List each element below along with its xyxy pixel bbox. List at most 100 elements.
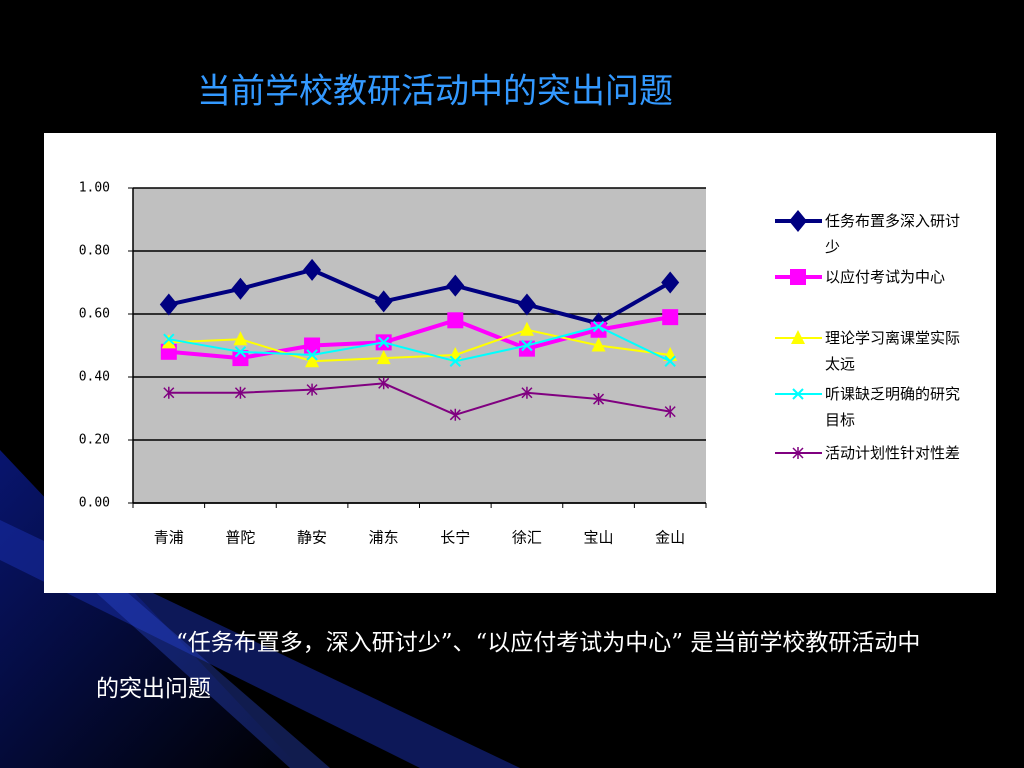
x-tick-label: 浦东 [369,529,399,547]
marker-shape [661,271,680,294]
marker [790,269,806,285]
marker [664,355,676,367]
marker-shape [662,309,679,326]
x-tick-label: 金山 [655,529,685,547]
y-tick-label: 0.80 [79,244,110,259]
marker [305,353,320,368]
marker [304,337,321,354]
marker [447,312,464,329]
marker-shape [163,386,175,399]
marker-shape [163,333,175,345]
marker-shape [234,386,246,399]
legend-label: 理论学习离课堂实际太远 [825,329,961,373]
marker-shape [449,408,461,421]
marker-shape [306,349,318,361]
marker [159,293,178,316]
marker [234,346,247,358]
marker-shape [447,312,464,329]
marker [232,350,249,367]
marker [519,321,534,336]
series-line [168,325,671,363]
marker [664,405,676,418]
marker-shape [592,320,605,333]
marker-shape [449,355,462,367]
marker [590,321,607,338]
marker [789,210,807,232]
marker-shape [376,350,391,365]
marker [591,337,606,352]
marker [661,271,680,294]
marker [449,408,461,421]
y-tick-label: 0.60 [79,307,110,322]
legend-label: 任务布置多深入研讨少 [825,212,961,256]
marker [446,274,465,297]
marker-shape [231,277,250,300]
marker [231,277,250,300]
x-tick-label: 徐汇 [512,529,542,547]
marker-shape [305,353,320,368]
marker-shape [519,321,534,336]
marker [662,309,679,326]
marker-shape [792,447,804,459]
x-tick-label: 青浦 [154,529,184,547]
series-line [168,328,671,363]
marker-shape [159,293,178,316]
marker-shape [521,339,533,352]
series-line [168,267,672,326]
marker [592,320,605,333]
marker-shape [161,334,176,349]
marker [792,388,804,400]
marker-shape [791,330,805,344]
marker-shape [378,377,390,390]
marker-shape [232,350,249,367]
marker-shape [517,293,536,316]
marker [377,336,390,349]
y-tick-label: 1.00 [79,181,110,196]
marker [376,350,391,365]
x-tick-label: 静安 [297,529,327,547]
marker [234,386,246,399]
marker [306,383,318,396]
marker [378,377,390,390]
marker [792,447,804,459]
x-tick-label: 长宁 [440,529,470,547]
marker-shape [374,290,393,313]
marker [521,339,533,352]
plot-area [133,188,706,503]
marker [306,349,318,361]
x-tick-label: 宝山 [584,529,614,547]
y-tick-label: 0.20 [79,433,110,448]
marker-shape [233,331,248,346]
y-tick-label: 0.00 [79,496,110,511]
marker [449,355,462,367]
series-line [168,382,671,416]
marker-shape [590,321,607,338]
marker [163,333,175,345]
caption: “任务布置多，深入研讨少”、“以应付考试为中心” 是当前学校教研活动中的突出问题 [96,630,921,702]
series-line [168,315,671,361]
marker-shape [664,355,676,367]
marker-shape [377,336,390,349]
marker-shape [306,383,318,396]
marker-shape [792,388,804,400]
marker [593,393,605,406]
marker [791,330,805,344]
marker [303,258,322,281]
legend-label: 听课缺乏明确的研究目标 [825,385,961,429]
bg-streak [60,560,330,768]
marker-shape [234,346,247,358]
marker-shape [664,405,676,418]
marker-shape [304,337,321,354]
x-tick-label: 普陀 [225,529,255,547]
marker-shape [591,337,606,352]
marker [517,293,536,316]
marker-shape [789,210,807,232]
legend-label: 活动计划性针对性差 [825,444,961,462]
marker [233,331,248,346]
slide-title: 当前学校教研活动中的突出问题 [197,72,673,112]
marker-shape [593,393,605,406]
marker-shape [521,386,533,399]
y-tick-label: 0.40 [79,370,110,385]
